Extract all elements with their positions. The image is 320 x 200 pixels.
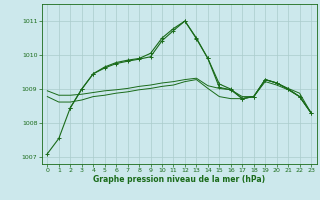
X-axis label: Graphe pression niveau de la mer (hPa): Graphe pression niveau de la mer (hPa) — [93, 175, 265, 184]
